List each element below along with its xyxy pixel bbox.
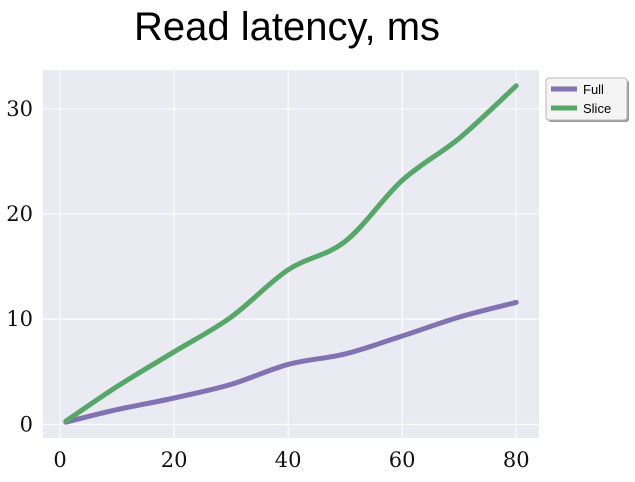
legend-label-full: Full bbox=[583, 82, 604, 97]
y-tick-label: 10 bbox=[6, 307, 33, 331]
y-tick-label: 20 bbox=[6, 202, 33, 226]
series-line-slice bbox=[63, 83, 519, 424]
x-tick-label: 80 bbox=[503, 448, 530, 472]
y-tick-label: 30 bbox=[6, 97, 33, 121]
legend-label-slice: Slice bbox=[583, 101, 611, 116]
x-tick-label: 0 bbox=[53, 448, 66, 472]
legend: Full Slice bbox=[545, 77, 629, 122]
axis-ticks: 0 20 40 60 80 0 10 20 30 bbox=[6, 97, 529, 472]
plot-area bbox=[43, 70, 539, 438]
series-line-full bbox=[63, 299, 519, 425]
x-tick-label: 40 bbox=[275, 448, 302, 472]
x-tick-label: 60 bbox=[389, 448, 416, 472]
x-tick-label: 20 bbox=[161, 448, 188, 472]
y-tick-label: 0 bbox=[20, 412, 33, 436]
grid-lines bbox=[43, 70, 539, 438]
chart-title: Read latency, ms bbox=[134, 5, 440, 49]
series-lines bbox=[63, 83, 519, 425]
